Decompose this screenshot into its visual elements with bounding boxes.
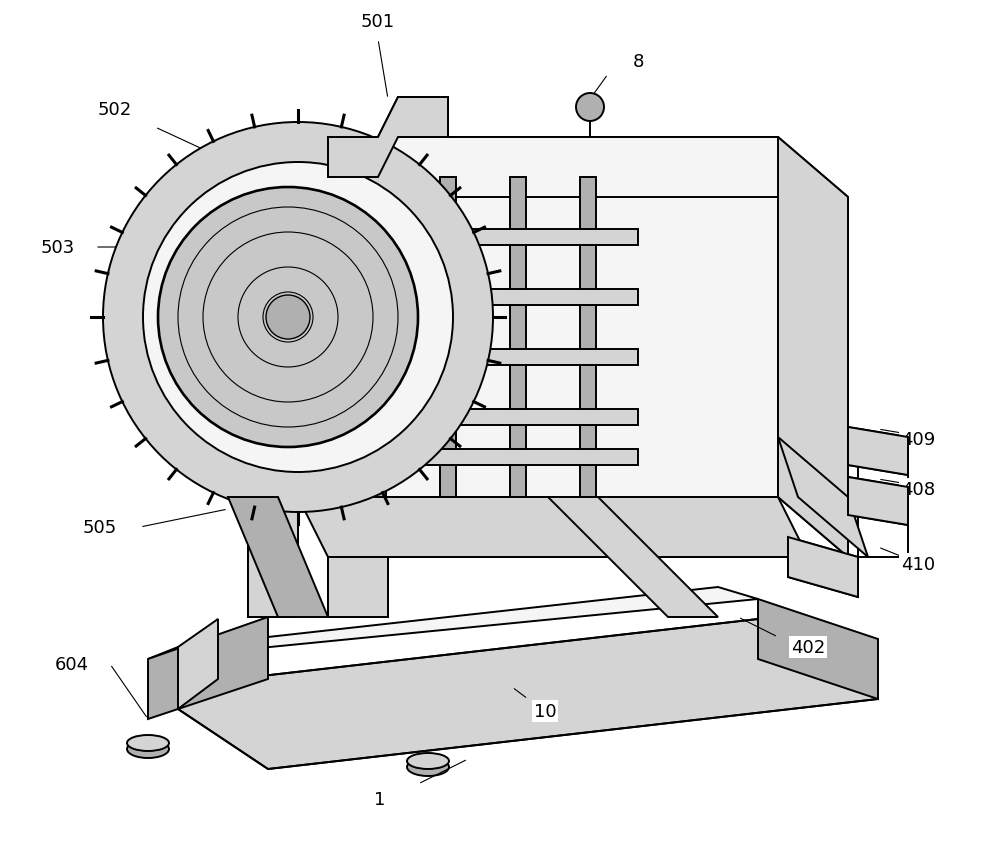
Ellipse shape xyxy=(699,666,737,680)
Polygon shape xyxy=(370,177,386,498)
Polygon shape xyxy=(778,437,868,557)
Polygon shape xyxy=(328,230,638,245)
Text: 503: 503 xyxy=(41,238,75,257)
Ellipse shape xyxy=(699,672,737,687)
Text: 3: 3 xyxy=(742,169,754,187)
Polygon shape xyxy=(298,498,808,557)
Polygon shape xyxy=(758,599,878,699)
Circle shape xyxy=(266,295,310,339)
Polygon shape xyxy=(328,557,388,617)
Polygon shape xyxy=(788,537,858,598)
Text: 402: 402 xyxy=(791,638,825,656)
Polygon shape xyxy=(778,138,848,557)
Polygon shape xyxy=(148,617,268,719)
Text: 409: 409 xyxy=(901,430,935,449)
Ellipse shape xyxy=(407,753,449,769)
Polygon shape xyxy=(228,498,328,617)
Polygon shape xyxy=(148,619,878,769)
Ellipse shape xyxy=(127,740,169,759)
Text: 501: 501 xyxy=(361,13,395,31)
Text: 604: 604 xyxy=(55,655,89,673)
Text: 408: 408 xyxy=(901,480,935,499)
Ellipse shape xyxy=(407,759,449,776)
Polygon shape xyxy=(328,350,638,366)
Ellipse shape xyxy=(484,681,532,701)
Circle shape xyxy=(103,123,493,512)
Text: 1: 1 xyxy=(374,790,386,808)
Polygon shape xyxy=(440,177,456,498)
Polygon shape xyxy=(328,410,638,425)
Polygon shape xyxy=(580,177,596,498)
Text: 505: 505 xyxy=(83,518,117,536)
Text: 8: 8 xyxy=(632,53,644,71)
Circle shape xyxy=(158,188,418,448)
Polygon shape xyxy=(328,98,448,177)
Polygon shape xyxy=(298,138,778,498)
Polygon shape xyxy=(848,428,908,475)
Text: 502: 502 xyxy=(98,101,132,119)
Ellipse shape xyxy=(484,676,532,694)
Polygon shape xyxy=(298,138,808,198)
Circle shape xyxy=(143,163,453,473)
Polygon shape xyxy=(328,289,638,306)
Polygon shape xyxy=(848,478,908,525)
Polygon shape xyxy=(328,449,638,466)
Polygon shape xyxy=(248,498,298,617)
Circle shape xyxy=(576,94,604,122)
Text: 10: 10 xyxy=(534,703,556,720)
Polygon shape xyxy=(548,498,718,617)
Text: 410: 410 xyxy=(901,555,935,573)
Polygon shape xyxy=(510,177,526,498)
Polygon shape xyxy=(148,587,758,660)
Ellipse shape xyxy=(127,735,169,751)
Polygon shape xyxy=(178,619,218,709)
